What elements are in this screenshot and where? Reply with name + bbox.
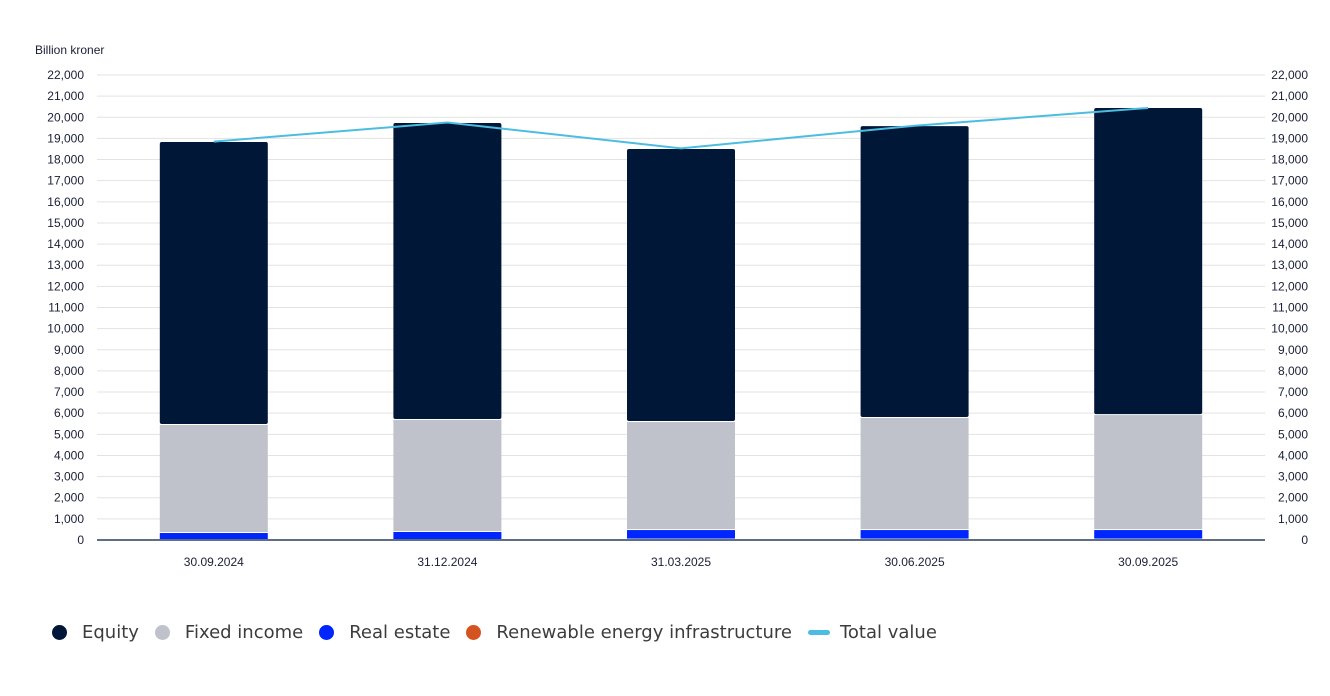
bar-fixed-income[interactable] (860, 418, 969, 530)
y-tick-label-left: 13,000 (47, 258, 84, 272)
x-tick-label: 30.06.2025 (885, 555, 945, 569)
bar-real-estate[interactable] (159, 533, 268, 539)
bar-real-estate[interactable] (860, 530, 969, 539)
x-tick-label: 31.03.2025 (651, 555, 711, 569)
y-tick-label-right: 15,000 (1271, 216, 1308, 230)
x-tick-label: 30.09.2025 (1118, 555, 1178, 569)
bar-fixed-income[interactable] (159, 425, 268, 533)
y-tick-label-right: 10,000 (1271, 322, 1308, 336)
y-tick-label-left: 12,000 (47, 279, 84, 293)
total-value-line (213, 106, 1149, 150)
y-tick-label-left: 18,000 (47, 153, 84, 167)
stacked-bar-chart: Billion kroner 0 1,000 2,000 3,000 4,000 5,00… (35, 43, 1308, 569)
bar-real-estate[interactable] (1094, 530, 1203, 539)
y-tick-label-left: 2,000 (54, 491, 84, 505)
y-tick-label-left: 22,000 (47, 68, 84, 82)
bar-real-estate[interactable] (393, 531, 502, 539)
x-tick-label: 31.12.2024 (417, 555, 477, 569)
bar-stack (627, 148, 735, 540)
legend-item-total-value[interactable]: Total value (807, 622, 937, 643)
y-tick-label-right: 9,000 (1278, 343, 1308, 357)
y-tick-label-right: 7,000 (1278, 385, 1308, 399)
y-tick-label-right: 8,000 (1278, 364, 1308, 378)
y-tick-label-right: 3,000 (1278, 470, 1308, 484)
y-axis-right: 0 1,000 2,000 3,000 4,000 5,000 6,000 7,000 8,00… (1271, 68, 1308, 547)
y-tick-label-left: 15,000 (47, 216, 84, 230)
bar-stack (1094, 107, 1203, 540)
bar-fixed-income[interactable] (1094, 415, 1203, 530)
y-tick-label-right: 20,000 (1271, 110, 1308, 124)
y-axis-label: Billion kroner (35, 43, 104, 57)
bar-fixed-income[interactable] (627, 422, 735, 530)
y-tick-label-right: 4,000 (1278, 448, 1308, 462)
bar-equity[interactable] (627, 148, 735, 422)
y-tick-label-left: 10,000 (47, 322, 84, 336)
y-tick-label-right: 5,000 (1278, 427, 1308, 441)
y-tick-label-right: 19,000 (1271, 131, 1308, 145)
y-tick-label-left: 0 (77, 533, 84, 547)
y-tick-label-right: 16,000 (1271, 195, 1308, 209)
legend-label: Fixed income (184, 622, 304, 643)
y-tick-label-right: 14,000 (1271, 237, 1308, 251)
bar-equity[interactable] (860, 126, 969, 418)
y-tick-label-left: 5,000 (54, 427, 84, 441)
y-tick-label-left: 4,000 (54, 448, 84, 462)
legend-label: Equity (82, 622, 139, 643)
legend-dot-icon (52, 625, 67, 640)
y-tick-label-right: 21,000 (1271, 89, 1308, 103)
y-tick-label-right: 1,000 (1278, 512, 1308, 526)
y-tick-label-right: 6,000 (1278, 406, 1308, 420)
bar-stack (159, 142, 268, 539)
bar-fixed-income[interactable] (393, 419, 502, 531)
bars (159, 107, 1203, 540)
bar-equity[interactable] (1094, 107, 1203, 415)
bar-stack (393, 122, 502, 539)
x-tick-label: 30.09.2024 (184, 555, 244, 569)
y-tick-label-left: 1,000 (54, 512, 84, 526)
legend-line-icon (807, 630, 830, 635)
y-tick-label-left: 17,000 (47, 174, 84, 188)
y-tick-label-left: 9,000 (54, 343, 84, 357)
y-tick-label-left: 8,000 (54, 364, 84, 378)
legend-dot-icon (466, 625, 482, 640)
legend-dot-icon (319, 625, 335, 640)
legend-item-equity[interactable]: Equity (52, 622, 139, 643)
y-tick-label-left: 6,000 (54, 406, 84, 420)
y-tick-label-right: 0 (1301, 533, 1308, 547)
y-tick-label-left: 7,000 (54, 385, 84, 399)
y-axis-left: 0 1,000 2,000 3,000 4,000 5,000 6,000 7,000 8,00… (47, 68, 84, 547)
x-axis: 30.09.2024 31.12.2024 31.03.2025 30.06.2025… (184, 555, 1179, 569)
y-tick-label-right: 18,000 (1271, 153, 1308, 167)
y-tick-label-left: 20,000 (47, 110, 84, 124)
bar-equity[interactable] (393, 122, 502, 419)
y-tick-label-right: 12,000 (1271, 279, 1308, 293)
legend-label: Total value (839, 622, 937, 643)
legend-item-real-estate[interactable]: Real estate (319, 622, 450, 643)
bar-real-estate[interactable] (627, 530, 735, 539)
bar-stack (860, 126, 969, 540)
y-tick-label-left: 14,000 (47, 237, 84, 251)
y-tick-label-left: 3,000 (54, 470, 84, 484)
y-tick-label-left: 19,000 (47, 131, 84, 145)
legend-item-fixed-income[interactable]: Fixed income (154, 622, 304, 643)
y-tick-label-right: 17,000 (1271, 174, 1308, 188)
legend-label: Real estate (349, 622, 451, 643)
y-tick-label-left: 16,000 (47, 195, 84, 209)
y-tick-label-left: 11,000 (48, 301, 84, 315)
legend-item-renewable-energy-infrastructure[interactable]: Renewable energy infrastructure (466, 622, 792, 643)
y-tick-label-right: 2,000 (1278, 491, 1308, 505)
legend-dot-icon (154, 625, 170, 640)
legend-label: Renewable energy infrastructure (496, 622, 792, 643)
y-tick-label-right: 22,000 (1271, 68, 1308, 82)
y-tick-label-right: 11,000 (1272, 301, 1308, 315)
legend: Equity Fixed income Real estate Renewable e… (52, 622, 953, 643)
y-tick-label-right: 13,000 (1271, 258, 1308, 272)
bar-equity[interactable] (159, 142, 268, 425)
y-tick-label-left: 21,000 (47, 89, 84, 103)
